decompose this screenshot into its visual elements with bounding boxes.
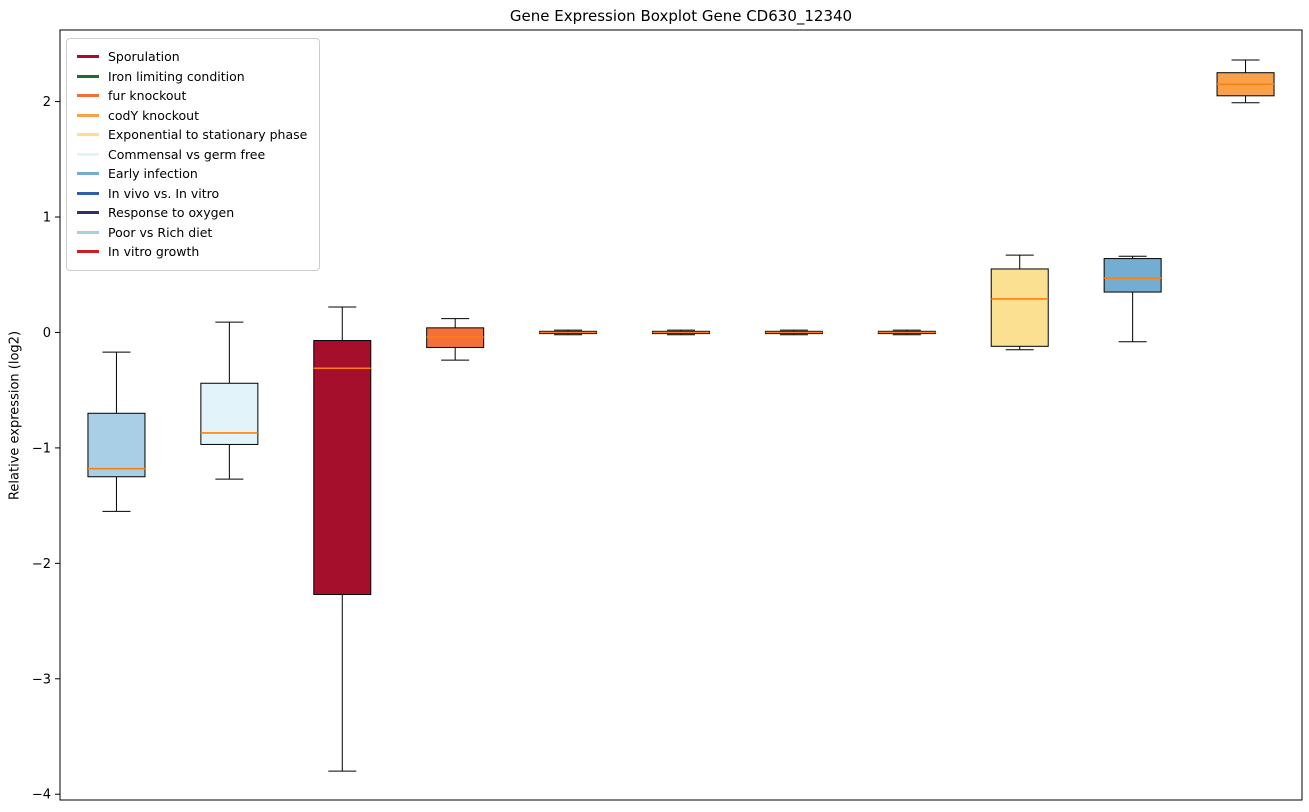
legend-label: Iron limiting condition	[108, 68, 245, 84]
legend-swatch	[77, 230, 99, 234]
legend-swatch	[77, 172, 99, 176]
legend-item: codY knockout	[77, 106, 307, 126]
legend-swatch	[77, 113, 99, 117]
box-10	[1103, 258, 1162, 293]
chart-title: Gene Expression Boxplot Gene CD630_12340	[509, 7, 853, 25]
legend-item: In vitro growth	[77, 242, 307, 262]
y-tick-label: −1	[32, 441, 51, 456]
legend-label: Poor vs Rich diet	[108, 224, 213, 240]
y-tick-label: 1	[43, 211, 51, 226]
legend-label: codY knockout	[108, 107, 200, 123]
box-1	[87, 412, 146, 478]
box-3	[313, 340, 372, 596]
y-tick-label: 0	[43, 326, 51, 341]
y-tick-label: −2	[32, 557, 51, 572]
legend-item: Poor vs Rich diet	[77, 223, 307, 243]
box-2	[200, 382, 259, 445]
legend-swatch	[77, 191, 99, 195]
legend-swatch	[77, 211, 99, 215]
legend: Sporulation Iron limiting condition fur kn…	[66, 38, 321, 271]
y-tick-label: −4	[32, 788, 51, 803]
legend-label: Sporulation	[108, 49, 180, 65]
legend-item: Iron limiting condition	[77, 67, 307, 87]
legend-label: Response to oxygen	[108, 205, 235, 221]
legend-label: Early infection	[108, 166, 198, 182]
legend-label: In vitro growth	[108, 244, 200, 260]
legend-label: fur knockout	[108, 88, 187, 104]
legend-label: Commensal vs germ free	[108, 146, 266, 162]
legend-item: In vivo vs. In vitro	[77, 184, 307, 204]
legend-swatch	[77, 55, 99, 59]
legend-item: Early infection	[77, 164, 307, 184]
legend-swatch	[77, 133, 99, 137]
y-tick-label: −3	[32, 672, 51, 687]
legend-swatch	[77, 250, 99, 254]
legend-item: Commensal vs germ free	[77, 145, 307, 165]
legend-item: Exponential to stationary phase	[77, 125, 307, 145]
legend-item: fur knockout	[77, 86, 307, 106]
legend-label: Exponential to stationary phase	[108, 127, 308, 143]
y-tick-label: 2	[43, 95, 51, 110]
legend-item: Sporulation	[77, 47, 307, 67]
box-9	[990, 268, 1049, 347]
legend-item: Response to oxygen	[77, 203, 307, 223]
legend-swatch	[77, 94, 99, 98]
legend-swatch	[77, 74, 99, 78]
legend-label: In vivo vs. In vitro	[108, 185, 220, 201]
legend-swatch	[77, 152, 99, 156]
